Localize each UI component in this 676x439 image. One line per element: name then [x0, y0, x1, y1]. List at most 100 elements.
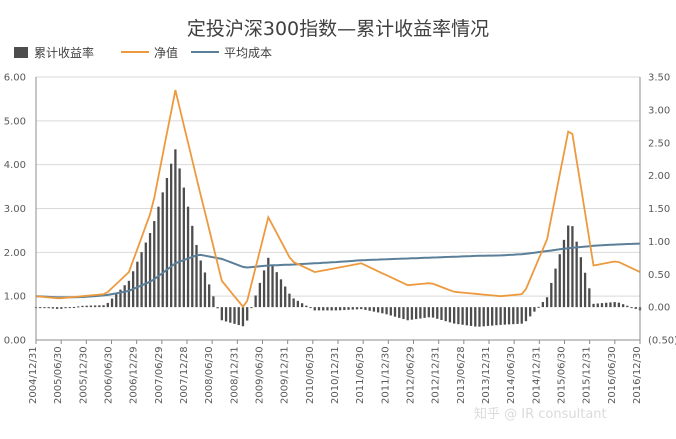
- x-axis-tick-label: 2015/12/31: [582, 346, 593, 404]
- legend-bar-swatch: [14, 47, 28, 58]
- return-bar: [474, 307, 477, 327]
- return-bar: [186, 206, 190, 308]
- return-bar: [427, 307, 430, 318]
- return-bar: [288, 293, 291, 308]
- return-bar: [317, 307, 321, 311]
- return-bar: [364, 307, 367, 310]
- return-bar: [157, 206, 160, 308]
- return-bar: [385, 307, 388, 315]
- return-bar: [191, 225, 194, 308]
- return-bar: [81, 305, 84, 308]
- return-bar: [262, 270, 266, 308]
- return-bar: [516, 307, 519, 324]
- return-bar: [47, 307, 50, 309]
- return-bar: [220, 307, 223, 321]
- return-bar: [174, 149, 177, 308]
- return-bar: [127, 280, 131, 308]
- return-bar: [343, 307, 346, 311]
- return-bar: [68, 307, 71, 309]
- return-bar: [338, 307, 342, 311]
- right-axis-tick-label: 2.50: [648, 138, 670, 149]
- return-bar: [334, 307, 338, 311]
- return-bar: [39, 307, 42, 309]
- return-bar: [351, 307, 354, 310]
- return-bar: [558, 254, 561, 308]
- x-axis-tick-label: 2012/06/29: [406, 346, 417, 404]
- return-bar: [520, 307, 523, 324]
- left-axis-tick-label: 2.00: [4, 248, 26, 259]
- return-bar: [621, 304, 625, 308]
- return-bar: [296, 300, 300, 308]
- return-bar: [541, 302, 545, 308]
- return-bar: [448, 307, 452, 323]
- return-bar: [178, 168, 181, 308]
- return-bar: [89, 305, 93, 308]
- return-bar: [216, 307, 219, 309]
- x-axis-tick-label: 2007/12/28: [179, 346, 190, 404]
- return-bar: [444, 307, 447, 322]
- x-axis-tick-label: 2006/06/30: [104, 346, 115, 404]
- x-axis-tick-label: 2011/12/30: [380, 346, 391, 404]
- return-bar: [309, 307, 312, 309]
- return-bar: [64, 307, 67, 309]
- x-axis-tick-label: 2013/06/28: [456, 346, 467, 404]
- return-bar: [436, 307, 439, 319]
- left-axis-tick-label: 3.00: [4, 204, 26, 215]
- return-bar: [613, 302, 616, 308]
- return-bar: [431, 307, 435, 318]
- return-bar: [355, 307, 359, 310]
- return-bar: [575, 241, 578, 308]
- return-bar: [626, 305, 629, 308]
- x-axis-tick-label: 2011/06/30: [355, 346, 366, 404]
- return-bar: [275, 272, 278, 308]
- return-bar: [524, 307, 528, 322]
- x-axis-tick-label: 2014/12/31: [531, 346, 542, 404]
- right-axis-tick-label: 1.50: [648, 204, 670, 215]
- return-bar: [457, 307, 460, 325]
- return-bar: [300, 303, 304, 308]
- return-bar: [440, 307, 443, 320]
- return-bar: [106, 302, 109, 308]
- average-cost-line: [35, 242, 641, 299]
- return-bar: [592, 303, 595, 308]
- return-bar: [562, 239, 566, 308]
- return-bar: [389, 307, 392, 316]
- return-bar: [605, 302, 608, 308]
- return-bar: [533, 307, 536, 312]
- right-axis-tick-label: 3.00: [648, 105, 670, 116]
- chart-legend: 累计收益率 净值 平均成本: [14, 45, 272, 60]
- chart-title: 定投沪深300指数—累计收益率情况: [187, 18, 489, 40]
- left-axis-tick-label: 6.00: [4, 73, 26, 84]
- return-bar: [284, 286, 287, 308]
- x-axis-tick-label: 2008/06/30: [204, 346, 215, 404]
- return-bar: [406, 307, 409, 321]
- return-bar: [224, 307, 228, 322]
- return-bar: [60, 307, 63, 309]
- return-bar: [119, 289, 122, 308]
- x-axis-tick-label: 2009/12/31: [280, 346, 291, 404]
- x-axis-tick-label: 2010/06/30: [305, 346, 316, 404]
- return-bar: [482, 307, 485, 327]
- x-axis-tick-label: 2012/12/31: [431, 346, 442, 404]
- return-bar: [571, 226, 574, 308]
- return-bar: [140, 252, 143, 308]
- return-bar: [419, 307, 422, 319]
- left-axis-tick-label: 0.00: [4, 336, 26, 347]
- return-bar: [617, 302, 621, 308]
- return-bar: [326, 307, 329, 311]
- return-bar: [51, 307, 55, 309]
- left-axis-tick-label: 4.00: [4, 160, 26, 171]
- return-bar: [402, 307, 405, 320]
- return-bar: [414, 307, 418, 320]
- return-bar: [507, 307, 511, 325]
- nav-line: [35, 89, 641, 309]
- right-axis-tick-label: (0.50): [648, 336, 676, 347]
- return-bar: [144, 242, 147, 308]
- return-bar: [85, 305, 88, 308]
- return-bar: [499, 307, 502, 325]
- return-bar: [229, 307, 232, 323]
- x-axis-tick-label: 2004/12/31: [28, 346, 39, 404]
- return-bar: [305, 305, 308, 308]
- x-axis-tick-label: 2016/06/30: [607, 346, 618, 404]
